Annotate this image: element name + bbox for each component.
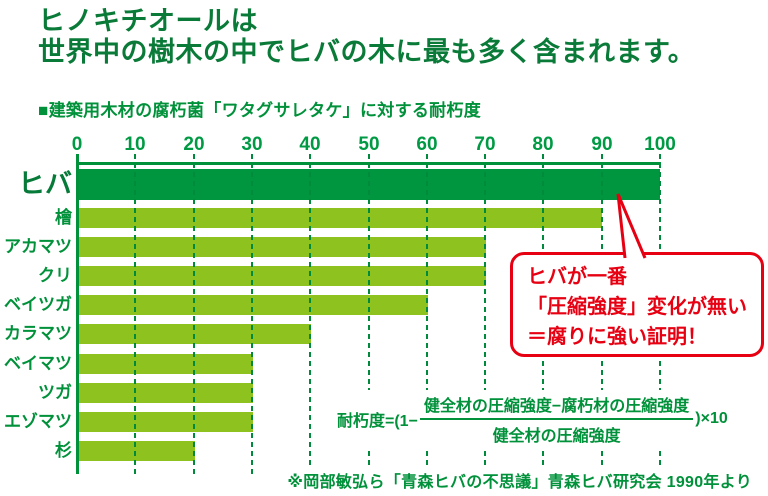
x-axis-tick-label: 10 xyxy=(124,134,146,155)
formula-fraction: 健全材の圧縮強度−腐朽材の圧縮強度 健全材の圧縮強度 xyxy=(419,392,694,446)
callout-line: ＝腐りに強い証明！ xyxy=(527,326,707,348)
formula-prefix: 耐朽度=(1− xyxy=(337,413,418,430)
page-title: ヒノキチオールは 世界中の樹木の中でヒバの木に最も多く含まれます。 xyxy=(38,6,695,68)
formula-numerator: 健全材の圧縮強度−腐朽材の圧縮強度 xyxy=(419,392,694,420)
gridline xyxy=(368,154,370,474)
bar-3 xyxy=(79,266,486,286)
bar-category-label: クリ xyxy=(38,266,72,285)
bar-category-label: ベイツガ xyxy=(4,295,72,314)
callout-box: ヒバが一番 「圧縮強度」変化が無い ＝腐りに強い証明！ xyxy=(510,252,764,357)
x-axis-tick-label: 80 xyxy=(532,134,554,155)
x-axis-line xyxy=(77,162,661,165)
x-axis-tick-label: 20 xyxy=(183,134,205,155)
gridline xyxy=(251,154,253,474)
bar-4 xyxy=(79,295,428,315)
x-axis-tick-label: 90 xyxy=(591,134,613,155)
bar-category-label: ツガ xyxy=(38,383,72,402)
gridline xyxy=(134,154,136,474)
formula-suffix: )×10 xyxy=(695,410,728,427)
gridline xyxy=(484,154,486,474)
chart-title: ■建築用木材の腐朽菌「ワタグサレタケ」に対する耐朽度 xyxy=(38,101,482,120)
gridline xyxy=(309,154,311,474)
bar-category-label: アカマツ xyxy=(4,237,72,256)
x-axis-tick-label: 100 xyxy=(644,134,676,155)
y-axis-line xyxy=(76,154,79,474)
page-title-line2: 世界中の樹木の中でヒバの木に最も多く含まれます。 xyxy=(38,37,696,67)
source-citation: ※岡部敏弘ら「青森ヒバの不思議」青森ヒバ研究会 1990年より xyxy=(283,468,752,492)
formula-denominator: 健全材の圧縮強度 xyxy=(492,428,621,445)
gridline xyxy=(193,154,195,474)
bar-category-label: 杉 xyxy=(55,441,72,460)
bar-2 xyxy=(79,237,486,257)
callout-line: ヒバが一番 xyxy=(527,266,627,288)
bar-1 xyxy=(79,208,602,228)
bar-9 xyxy=(79,441,195,461)
x-axis-tick-label: 70 xyxy=(474,134,496,155)
bar-category-label: 檜 xyxy=(55,208,72,227)
bar-5 xyxy=(79,324,311,344)
bar-category-label: カラマツ xyxy=(4,324,72,343)
bar-7 xyxy=(79,383,253,403)
x-axis-tick-label: 60 xyxy=(416,134,438,155)
bar-category-label: ヒバ xyxy=(18,169,72,199)
page-title-line1: ヒノキチオールは xyxy=(38,6,258,36)
durability-formula: 耐朽度=(1− 健全材の圧縮強度−腐朽材の圧縮強度 健全材の圧縮強度 )×10 xyxy=(333,390,732,448)
gridline xyxy=(426,154,428,474)
x-axis-tick-label: 50 xyxy=(358,134,380,155)
x-axis-tick-label: 0 xyxy=(71,134,83,155)
x-axis-tick-label: 40 xyxy=(299,134,321,155)
bar-8 xyxy=(79,412,253,432)
x-axis-tick-label: 30 xyxy=(241,134,263,155)
callout-pointer xyxy=(616,193,647,259)
bar-6 xyxy=(79,354,253,374)
bar-category-label: エゾマツ xyxy=(4,412,72,431)
callout-line: 「圧縮強度」変化が無い xyxy=(527,296,747,318)
bar-category-label: ベイマツ xyxy=(4,354,72,373)
